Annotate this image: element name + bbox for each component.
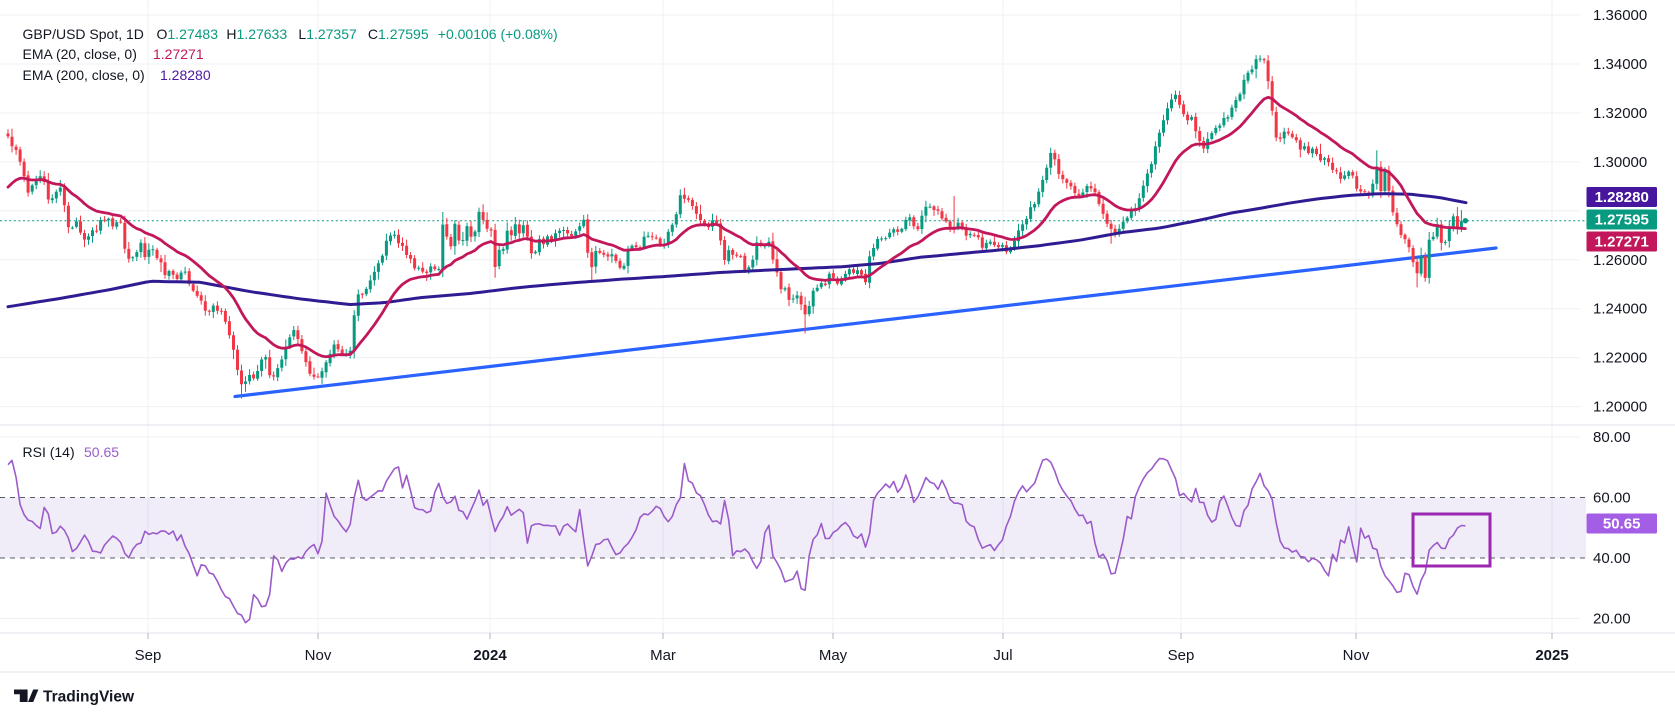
svg-text:RSI (14): RSI (14) [23, 444, 75, 460]
svg-text:EMA (200, close, 0): EMA (200, close, 0) [23, 67, 145, 83]
svg-text:1.34000: 1.34000 [1593, 56, 1647, 73]
svg-text:2025: 2025 [1535, 647, 1568, 664]
svg-text:Sep: Sep [135, 647, 162, 664]
svg-text:Jul: Jul [993, 647, 1012, 664]
svg-text:1.20000: 1.20000 [1593, 399, 1647, 416]
svg-text:1.26000: 1.26000 [1593, 252, 1647, 269]
svg-text:40.00: 40.00 [1593, 550, 1631, 567]
svg-text:H1.27633: H1.27633 [226, 26, 287, 42]
svg-text:1.32000: 1.32000 [1593, 105, 1647, 122]
svg-text:1.36000: 1.36000 [1593, 7, 1647, 24]
svg-text:May: May [819, 647, 848, 664]
svg-text:1.28280: 1.28280 [1595, 189, 1649, 206]
svg-text:Nov: Nov [1343, 647, 1370, 664]
svg-text:TradingView: TradingView [43, 689, 135, 706]
svg-text:1.28280: 1.28280 [160, 67, 211, 83]
svg-text:1.30000: 1.30000 [1593, 154, 1647, 171]
svg-text:EMA (20, close, 0): EMA (20, close, 0) [23, 46, 137, 62]
svg-text:Sep: Sep [1168, 647, 1195, 664]
svg-text:50.65: 50.65 [1603, 516, 1641, 533]
svg-text:1.27271: 1.27271 [153, 46, 204, 62]
svg-text:O1.27483: O1.27483 [157, 26, 219, 42]
svg-text:L1.27357: L1.27357 [298, 26, 357, 42]
svg-text:2024: 2024 [473, 647, 507, 664]
svg-text:1.22000: 1.22000 [1593, 350, 1647, 367]
svg-text:Nov: Nov [305, 647, 332, 664]
svg-text:20.00: 20.00 [1593, 611, 1631, 628]
svg-text:C1.27595: C1.27595 [368, 26, 429, 42]
svg-text:80.00: 80.00 [1593, 429, 1631, 446]
svg-text:50.65: 50.65 [84, 444, 119, 460]
svg-text:1.27595: 1.27595 [1595, 212, 1649, 229]
svg-text:GBP/USD Spot, 1D: GBP/USD Spot, 1D [23, 26, 144, 42]
svg-text:1.24000: 1.24000 [1593, 301, 1647, 318]
svg-text:60.00: 60.00 [1593, 490, 1631, 507]
svg-text:1.27271: 1.27271 [1595, 234, 1649, 251]
svg-text:Mar: Mar [650, 647, 676, 664]
svg-text:+0.00106 (+0.08%): +0.00106 (+0.08%) [438, 26, 558, 42]
